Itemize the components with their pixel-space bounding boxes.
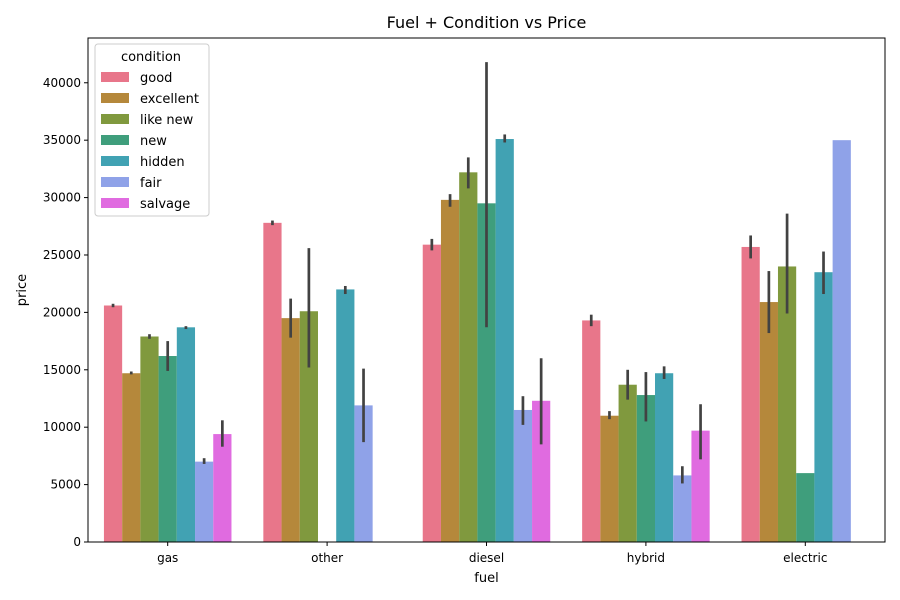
bar xyxy=(354,405,373,542)
bar xyxy=(158,356,177,542)
x-tick-label: diesel xyxy=(469,551,504,565)
bar xyxy=(336,289,355,542)
bar xyxy=(759,302,778,542)
bar xyxy=(477,203,496,543)
bar xyxy=(814,272,833,542)
bar xyxy=(263,222,282,543)
bar xyxy=(140,336,159,542)
legend-label: excellent xyxy=(140,92,199,107)
bar xyxy=(691,430,710,542)
bar xyxy=(122,373,141,542)
bar xyxy=(103,305,123,542)
bar xyxy=(741,246,760,542)
legend-swatch xyxy=(101,135,129,145)
x-axis-label: fuel xyxy=(474,571,498,586)
bar xyxy=(777,266,797,542)
bar xyxy=(655,373,674,542)
legend-label: new xyxy=(140,134,167,149)
legend-label: like new xyxy=(140,113,194,128)
y-tick-label: 20000 xyxy=(43,305,81,319)
bar xyxy=(459,172,478,542)
bar xyxy=(213,434,232,542)
x-tick-label: other xyxy=(311,551,343,565)
chart-title: Fuel + Condition vs Price xyxy=(387,13,587,32)
bar xyxy=(600,415,619,542)
x-tick-label: electric xyxy=(783,551,827,565)
bar xyxy=(832,140,851,542)
legend-swatch xyxy=(101,156,129,166)
y-axis-label: price xyxy=(15,274,30,306)
legend-label: fair xyxy=(140,176,162,191)
bar xyxy=(636,395,656,542)
bar xyxy=(532,400,551,542)
y-tick-label: 25000 xyxy=(43,248,81,262)
legend-swatch xyxy=(101,198,129,208)
plot-area: 0 5000 10000 15000 20000 25000 30000 35000 40000… xyxy=(43,37,886,565)
legend-swatch xyxy=(101,72,129,82)
x-tick-label: gas xyxy=(157,551,178,565)
bar xyxy=(513,409,533,542)
legend: condition good excellent like new new hidden… xyxy=(94,43,210,217)
legend-swatch xyxy=(101,177,129,187)
bar xyxy=(422,244,441,542)
bar xyxy=(281,318,300,542)
legend-swatch xyxy=(101,114,129,124)
bar xyxy=(618,384,637,542)
y-tick-label: 0 xyxy=(73,535,81,549)
bar xyxy=(673,475,692,542)
legend-swatch xyxy=(101,93,129,103)
x-tick-label: hybrid xyxy=(627,551,665,565)
bar xyxy=(176,327,196,542)
y-tick-label: 35000 xyxy=(43,133,81,147)
bar xyxy=(796,473,815,542)
y-tick-label: 5000 xyxy=(50,478,81,492)
y-tick-label: 15000 xyxy=(43,363,81,377)
legend-title: condition xyxy=(121,50,181,65)
legend-label: salvage xyxy=(140,197,190,212)
bar xyxy=(195,461,214,542)
bar xyxy=(495,139,514,543)
bar xyxy=(582,320,601,542)
bar xyxy=(299,311,318,542)
legend-label: good xyxy=(140,71,172,86)
y-tick-label: 30000 xyxy=(43,191,81,205)
y-tick-label: 40000 xyxy=(43,76,81,90)
y-tick-label: 10000 xyxy=(43,420,81,434)
bar xyxy=(440,199,460,542)
legend-label: hidden xyxy=(140,155,185,170)
legend-frame xyxy=(94,43,210,217)
